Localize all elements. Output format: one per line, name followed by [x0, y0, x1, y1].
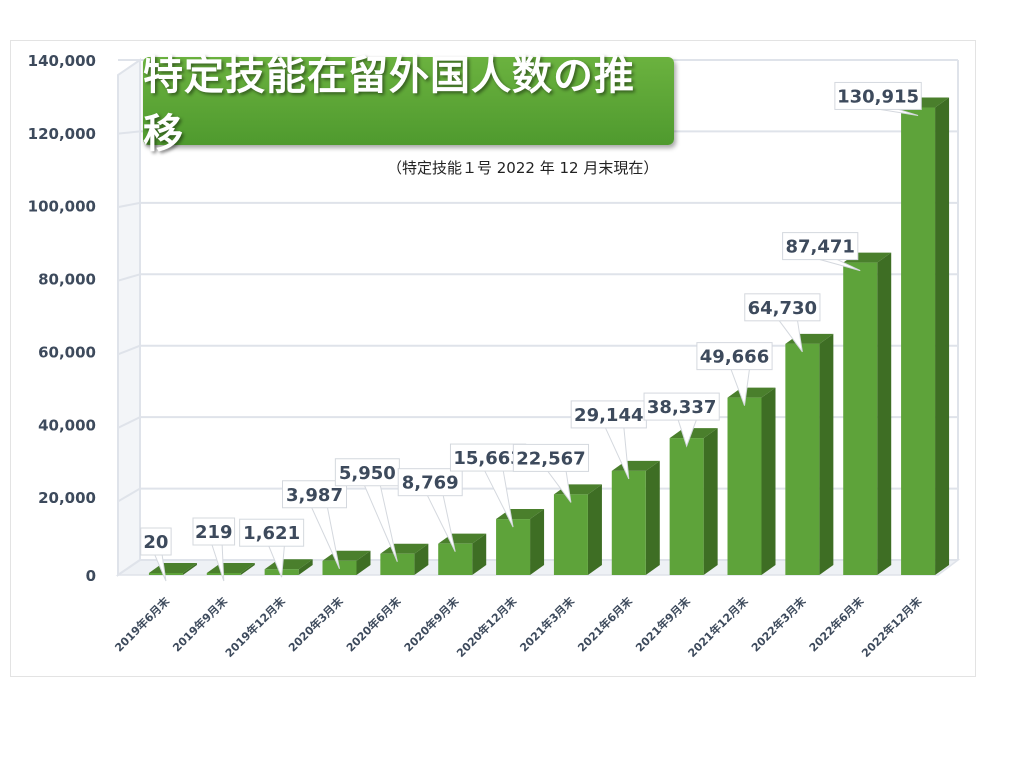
chart-title-box: 特定技能在留外国人数の推移: [143, 53, 674, 157]
x-tick-label: 2021年3月末: [517, 594, 578, 655]
gridline-side: [117, 416, 141, 429]
bar: [496, 519, 531, 575]
bar: [727, 397, 762, 575]
bar: [843, 262, 878, 575]
bar-side: [587, 484, 602, 575]
bar-side: [935, 97, 950, 576]
bar-side: [240, 563, 255, 575]
data-label: 219: [195, 522, 233, 543]
data-label-box: [696, 342, 773, 371]
data-label-box: [782, 232, 859, 261]
data-label: 8,769: [402, 473, 459, 494]
x-tick-label: 2019年12月末: [222, 594, 288, 660]
y-tick-label: 80,000: [38, 271, 96, 289]
bar-side: [356, 550, 371, 575]
data-label: 20: [143, 532, 168, 553]
y-tick-label: 60,000: [38, 343, 96, 361]
x-tick-label: 2022年6月末: [806, 594, 867, 655]
bar-side: [298, 559, 313, 575]
data-label: 22,567: [516, 448, 585, 469]
data-label-box: [744, 293, 821, 322]
y-tick-label: 140,000: [28, 52, 96, 70]
bar-side: [530, 509, 545, 575]
data-label: 5,950: [339, 463, 396, 484]
data-label: 87,471: [785, 237, 854, 258]
data-label: 3,987: [286, 485, 343, 506]
data-label: 38,337: [647, 397, 716, 418]
bar-side: [645, 460, 660, 575]
x-tick-label: 2019年6月末: [112, 594, 173, 655]
bar: [553, 494, 588, 575]
bar-side: [472, 533, 487, 575]
gridline-side: [117, 130, 141, 135]
gridline-side: [117, 487, 141, 503]
left-wall: [117, 58, 141, 577]
y-tick-label: 120,000: [28, 125, 96, 143]
chart-title: 特定技能在留外国人数の推移: [143, 53, 635, 157]
data-label-box: [512, 443, 590, 472]
bar: [148, 573, 183, 575]
data-label-box: [192, 517, 236, 546]
bar: [438, 543, 473, 575]
gridline-side: [117, 559, 141, 576]
data-label: 64,730: [748, 298, 817, 319]
bar: [611, 470, 646, 575]
bar-side: [819, 333, 834, 575]
x-tick-label: 2019年9月末: [170, 594, 231, 655]
data-label-pointer: [363, 484, 398, 562]
data-label-box: [239, 518, 305, 547]
bar-side: [703, 428, 718, 575]
data-label: 49,666: [700, 347, 769, 368]
x-tick-label: 2020年12月末: [453, 594, 519, 660]
chart-subtitle: （特定技能１号 2022 年 12 月末現在）: [387, 159, 659, 177]
gridline-side: [117, 273, 141, 282]
data-label-box: [643, 392, 720, 421]
x-tick-label: 2020年6月末: [343, 594, 404, 655]
y-tick-label: 0: [86, 567, 96, 585]
data-label: 29,144: [574, 405, 643, 426]
x-tick-label: 2022年12月末: [858, 594, 924, 660]
bar-side: [182, 563, 197, 575]
data-label-box: [140, 527, 172, 556]
x-tick-label: 2020年3月末: [285, 594, 346, 655]
gridline-side: [117, 344, 141, 356]
data-label-box: [834, 81, 922, 110]
x-tick-label: 2021年9月末: [632, 594, 693, 655]
bar: [669, 438, 704, 575]
x-tick-label: 2022年3月末: [748, 594, 809, 655]
x-tick-label: 2021年6月末: [575, 594, 636, 655]
x-tick-label: 2021年12月末: [685, 594, 751, 660]
data-label: 15,663: [453, 448, 522, 469]
x-tick-label: 2020年9月末: [401, 594, 462, 655]
bar: [785, 343, 820, 575]
bar: [901, 107, 936, 576]
data-label: 1,621: [243, 523, 300, 544]
bar: [380, 553, 415, 575]
gridline-side: [117, 201, 141, 209]
bar-side: [761, 387, 776, 575]
data-label-box: [397, 468, 463, 497]
bar-side: [877, 252, 892, 575]
bar-side: [414, 543, 429, 575]
y-tick-label: 20,000: [38, 489, 96, 507]
y-tick-label: 100,000: [28, 198, 96, 216]
y-tick-label: 40,000: [38, 416, 96, 434]
data-label: 130,915: [837, 86, 919, 107]
